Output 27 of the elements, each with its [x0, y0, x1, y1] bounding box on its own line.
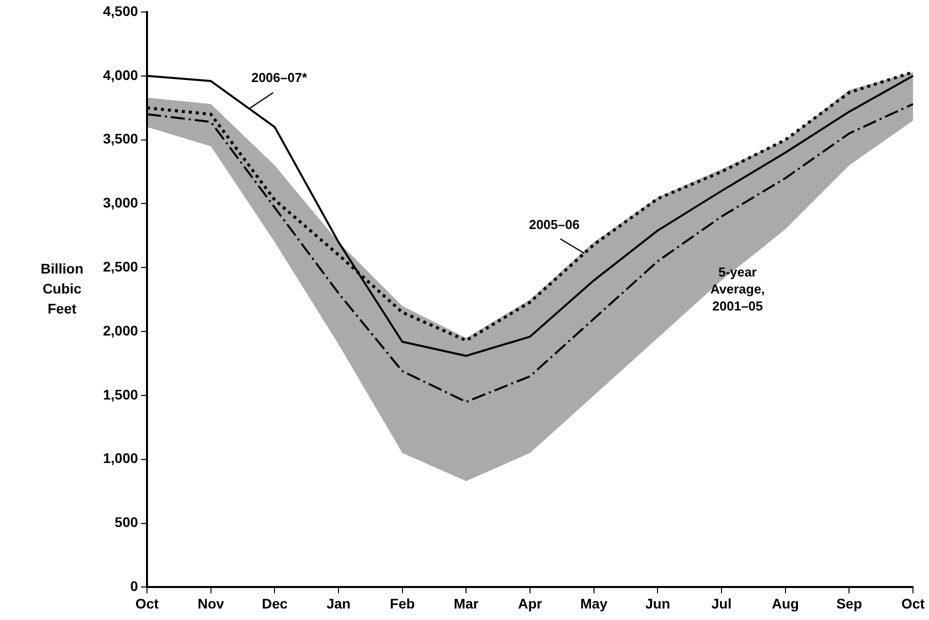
y-tick-label: 2,000 [102, 322, 138, 338]
x-tick-label: Dec [262, 595, 288, 612]
x-tick-label: May [580, 595, 608, 612]
x-tick-label: Oct [901, 595, 926, 612]
series-label: 2005–06 [528, 216, 580, 232]
x-tick-label: Mar [454, 595, 480, 612]
y-tick-label: 2,500 [102, 258, 138, 275]
series-label: 2006–07* [251, 70, 308, 86]
x-tick-label: Jul [711, 595, 732, 612]
x-tick-label: Feb [390, 595, 415, 612]
y-tick-label: 500 [114, 514, 138, 530]
y-tick-label: 3,000 [102, 194, 138, 211]
x-tick-label: Nov [198, 595, 224, 612]
y-tick-label: 4,500 [102, 2, 138, 19]
x-tick-label: Oct [135, 595, 160, 612]
x-tick-label: Jun [645, 595, 670, 612]
y-tick-label: 1,500 [102, 386, 138, 402]
x-tick-label: Jan [326, 595, 351, 612]
y-tick-label: 0 [130, 578, 138, 594]
y-tick-label: 3,500 [102, 130, 138, 147]
y-axis-title: Billion Cubic Feet [40, 260, 84, 316]
y-tick-label: 4,000 [102, 66, 138, 83]
x-tick-label: Apr [518, 595, 543, 612]
y-tick-label: 1,000 [102, 450, 138, 466]
text: 5-year Average, 2001–05 [710, 264, 765, 314]
x-tick-label: Aug [772, 595, 799, 612]
x-tick-label: Sep [836, 595, 862, 612]
